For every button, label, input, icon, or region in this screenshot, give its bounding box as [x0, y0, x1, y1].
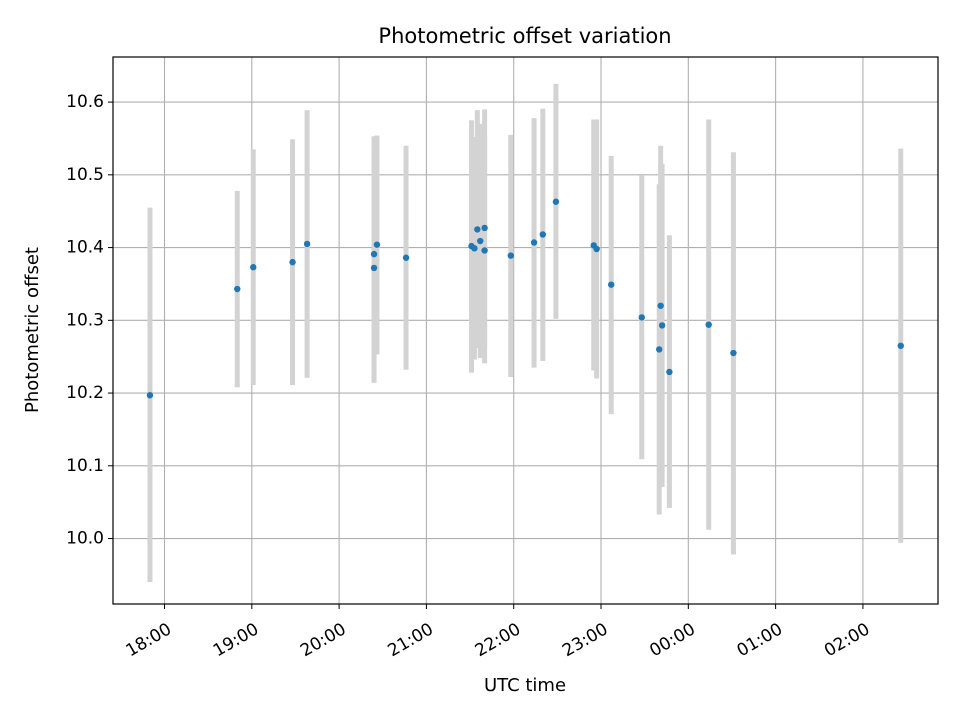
y-tick-label: 10.6	[66, 92, 104, 112]
data-point	[474, 226, 481, 233]
y-tick-label: 10.5	[66, 165, 104, 185]
data-point	[530, 239, 538, 246]
x-axis-label: UTC time	[484, 675, 566, 696]
data-point	[250, 264, 257, 271]
data-point	[657, 302, 664, 309]
data-points	[146, 198, 904, 399]
data-point	[730, 349, 737, 357]
y-tick-label: 10.2	[66, 383, 104, 403]
data-point	[481, 224, 488, 232]
data-point	[234, 285, 241, 293]
data-point	[705, 321, 712, 328]
data-point	[666, 368, 673, 376]
data-point	[608, 281, 615, 288]
data-point	[638, 314, 645, 321]
grid	[113, 57, 938, 604]
data-point	[658, 322, 666, 329]
y-tick-label: 10.0	[66, 529, 104, 549]
plot-frame	[112, 56, 939, 605]
data-point	[471, 245, 478, 252]
data-point	[477, 237, 484, 245]
data-point	[539, 231, 547, 238]
data-point	[552, 198, 560, 205]
data-point	[897, 342, 904, 349]
data-point	[593, 245, 600, 253]
y-tick-label: 10.1	[66, 456, 104, 476]
y-axis-label: Photometric offset	[22, 247, 43, 413]
data-point	[373, 241, 381, 248]
data-point	[481, 247, 488, 254]
chart-title: Photometric offset variation	[378, 24, 671, 48]
data-point	[507, 252, 515, 259]
data-point	[146, 392, 154, 399]
data-point	[370, 264, 378, 272]
data-point	[402, 254, 410, 261]
data-point	[370, 250, 378, 258]
y-tick-label: 10.3	[66, 310, 104, 330]
y-axis-ticks: 10.0 10.1 10.2 10.3 10.4 10.5 10.6	[66, 92, 113, 549]
data-point	[656, 346, 663, 353]
data-point	[289, 258, 296, 266]
y-tick-label: 10.4	[66, 238, 104, 258]
data-point	[303, 240, 311, 248]
